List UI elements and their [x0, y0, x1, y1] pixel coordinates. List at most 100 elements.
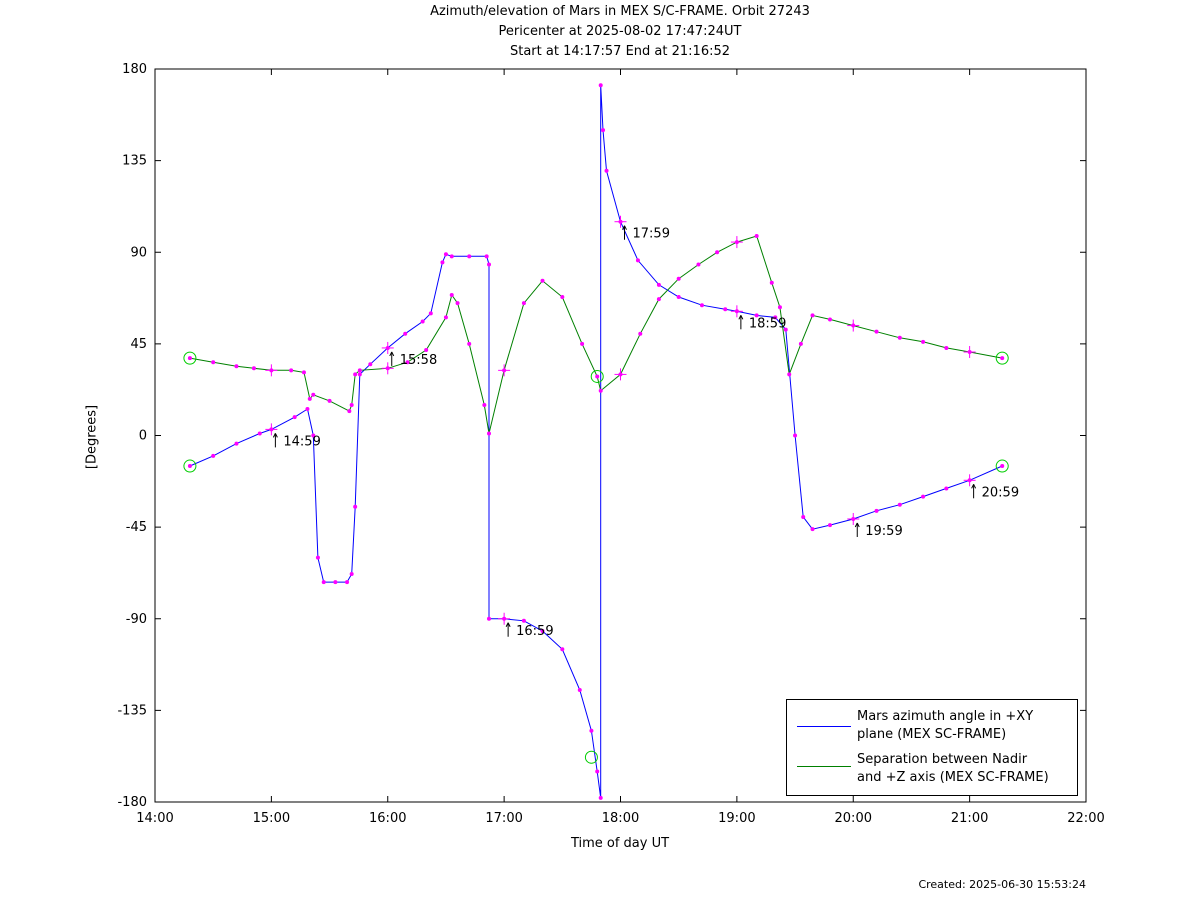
separation-marker [656, 297, 661, 302]
x-tick-label: 14:00 [136, 811, 173, 826]
endpoint-circle [995, 351, 1009, 365]
azimuth-marker [773, 315, 778, 320]
annotation-arrow [507, 622, 511, 627]
azimuth-marker [311, 433, 316, 438]
azimuth-marker [723, 307, 728, 312]
pericenter-circle [584, 750, 598, 764]
separation-marker [347, 409, 352, 414]
azimuth-marker [428, 311, 433, 316]
separation-marker [251, 366, 256, 371]
y-tick-label: 135 [122, 154, 147, 169]
y-tick-label: 45 [130, 337, 147, 352]
x-tick-label: 17:00 [485, 811, 522, 826]
azimuth-marker [333, 580, 338, 585]
legend: Mars azimuth angle in +XY plane (MEX SC-… [786, 699, 1078, 796]
separation-marker [311, 392, 316, 397]
azimuth-marker [944, 486, 949, 491]
x-tick-label: 15:00 [253, 811, 290, 826]
separation-marker [944, 345, 949, 350]
separation-marker [301, 370, 306, 375]
separation-marker [598, 388, 603, 393]
azimuth-marker [540, 628, 545, 633]
separation-marker [676, 276, 681, 281]
azimuth-marker [827, 523, 832, 528]
legend-swatch-azimuth [797, 726, 851, 727]
x-tick-label: 21:00 [951, 811, 988, 826]
azimuth-marker [315, 555, 320, 560]
separation-marker [540, 278, 545, 283]
endpoint-circle [183, 351, 197, 365]
separation-marker [349, 402, 354, 407]
azimuth-marker [440, 260, 445, 265]
separation-marker [1000, 356, 1005, 361]
x-tick-label: 19:00 [718, 811, 755, 826]
endpoint-circle [183, 459, 197, 473]
time-annotation: 17:59 [633, 227, 670, 242]
series-line-separation [189, 235, 1003, 434]
annotation-arrow [971, 484, 975, 489]
y-axis-label: [Degrees] [84, 404, 100, 470]
separation-marker [874, 329, 879, 334]
separation-marker [827, 317, 832, 322]
azimuth-marker [234, 441, 239, 446]
azimuth-marker [349, 571, 354, 576]
time-annotation: 14:59 [283, 434, 320, 449]
azimuth-marker [467, 254, 472, 259]
legend-label-separation: Separation between Nadir and +Z axis (ME… [857, 752, 1049, 785]
y-tick-label: 90 [130, 245, 147, 260]
separation-marker [467, 341, 472, 346]
azimuth-marker [420, 319, 425, 324]
separation-marker [754, 233, 759, 238]
azimuth-marker [793, 433, 798, 438]
separation-marker [455, 301, 460, 306]
separation-marker [696, 262, 701, 267]
azimuth-marker [601, 128, 606, 133]
separation-marker [521, 301, 526, 306]
azimuth-marker [595, 769, 600, 774]
annotation-arrow [738, 315, 742, 320]
separation-marker [769, 280, 774, 285]
created-timestamp: Created: 2025-06-30 15:53:24 [918, 878, 1086, 891]
annotation-arrow [272, 433, 276, 438]
azimuth-marker [604, 168, 609, 173]
azimuth-marker [292, 415, 297, 420]
time-annotation: 19:59 [865, 524, 902, 539]
azimuth-marker [897, 502, 902, 507]
y-tick-label: 180 [122, 62, 147, 77]
azimuth-marker [1000, 464, 1005, 469]
chart-subtitle-pericenter: Pericenter at 2025-08-02 17:47:24UT [498, 24, 742, 39]
azimuth-marker [801, 514, 806, 519]
azimuth-marker [368, 362, 373, 367]
separation-marker [580, 341, 585, 346]
y-tick-label: -135 [117, 703, 147, 718]
annotation-arrow [854, 522, 858, 528]
separation-marker [424, 347, 429, 352]
separation-marker [560, 295, 565, 300]
separation-marker [327, 398, 332, 403]
azimuth-marker [305, 407, 310, 412]
azimuth-marker [921, 494, 926, 499]
y-tick-label: -90 [126, 612, 147, 627]
separation-marker [211, 360, 216, 365]
separation-marker [486, 431, 491, 436]
annotation-arrow [856, 522, 860, 528]
separation-marker [595, 374, 600, 379]
chart-subtitle-start-end: Start at 14:17:57 End at 21:16:52 [509, 44, 731, 59]
annotation-arrow [973, 484, 977, 489]
azimuth-marker [783, 327, 788, 332]
azimuth-marker [211, 453, 216, 458]
annotation-arrow [274, 433, 278, 438]
time-annotation: 16:59 [516, 624, 553, 639]
separation-marker [777, 305, 782, 310]
separation-marker [234, 364, 239, 369]
time-annotation: 20:59 [982, 485, 1019, 500]
azimuth-marker [443, 252, 448, 257]
separation-marker [187, 356, 192, 361]
azimuth-marker [353, 504, 358, 509]
separation-marker [897, 335, 902, 340]
azimuth-marker [810, 527, 815, 532]
azimuth-marker [486, 616, 491, 621]
separation-marker [289, 368, 294, 373]
separation-marker [357, 368, 362, 373]
